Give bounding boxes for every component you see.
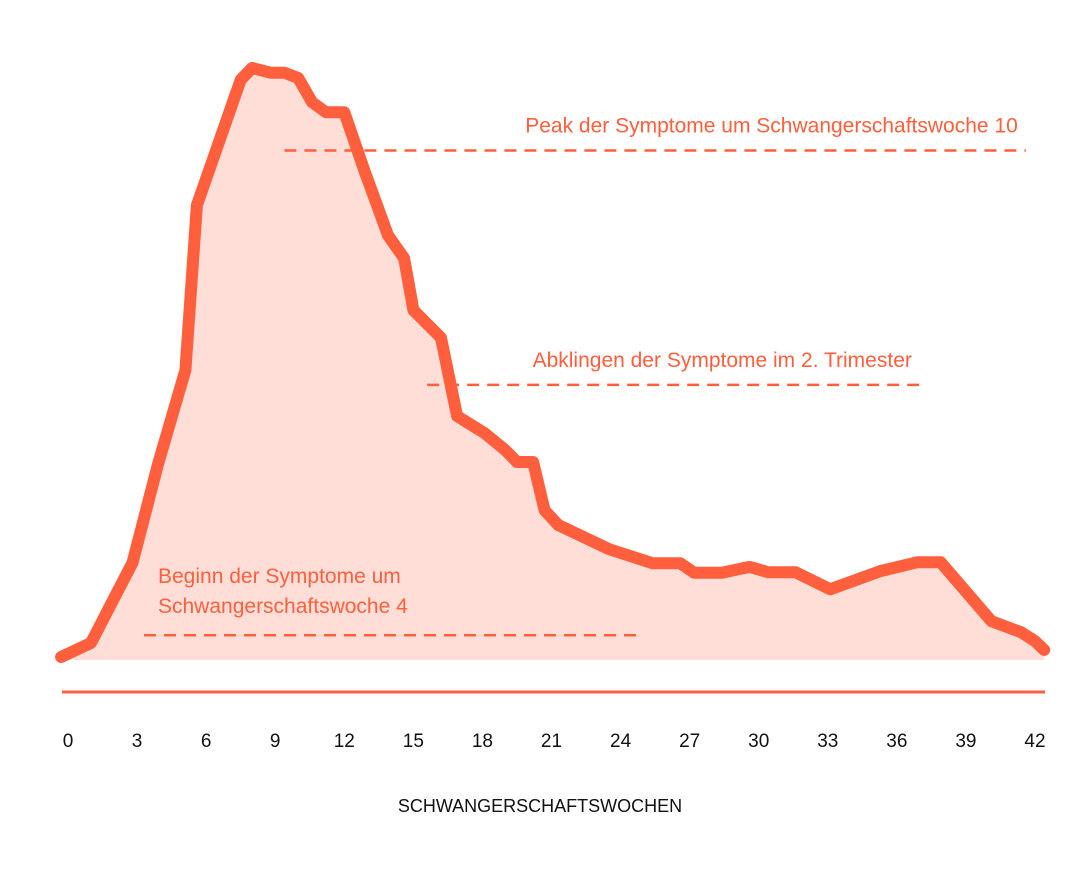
x-tick-label: 6 — [201, 731, 212, 752]
x-tick-label: 39 — [955, 731, 976, 752]
plot-area — [55, 62, 1051, 663]
x-tick-label: 21 — [541, 731, 562, 752]
annotation-label: Schwangerschaftswoche 4 — [158, 595, 408, 618]
x-tick-label: 33 — [817, 731, 838, 752]
x-tick-label: 18 — [472, 731, 493, 752]
x-tick-label: 27 — [679, 731, 700, 752]
x-tick-label: 30 — [748, 731, 769, 752]
x-tick-label: 0 — [63, 731, 74, 752]
annotations: Peak der Symptome um Schwangerschaftswoc… — [143, 114, 1026, 637]
x-tick-label: 15 — [403, 731, 424, 752]
x-axis-title: SCHWANGERSCHAFTSWOCHEN — [398, 796, 682, 816]
x-tick-label: 3 — [132, 731, 143, 752]
annotation-label: Peak der Symptome um Schwangerschaftswoc… — [525, 114, 1018, 137]
x-tick-label: 24 — [610, 731, 632, 752]
annotation-label: Abklingen der Symptome im 2. Trimester — [533, 349, 912, 372]
x-tick-label: 12 — [334, 731, 355, 752]
area-fill — [61, 68, 1045, 660]
x-tick-labels: 0 3 6 9 12 15 18 21 24 27 30 33 36 39 42 — [63, 731, 1046, 752]
annotation-label: Beginn der Symptome um — [158, 565, 401, 588]
x-tick-label: 36 — [886, 731, 907, 752]
x-tick-label: 9 — [270, 731, 281, 752]
x-tick-label: 42 — [1024, 731, 1045, 752]
